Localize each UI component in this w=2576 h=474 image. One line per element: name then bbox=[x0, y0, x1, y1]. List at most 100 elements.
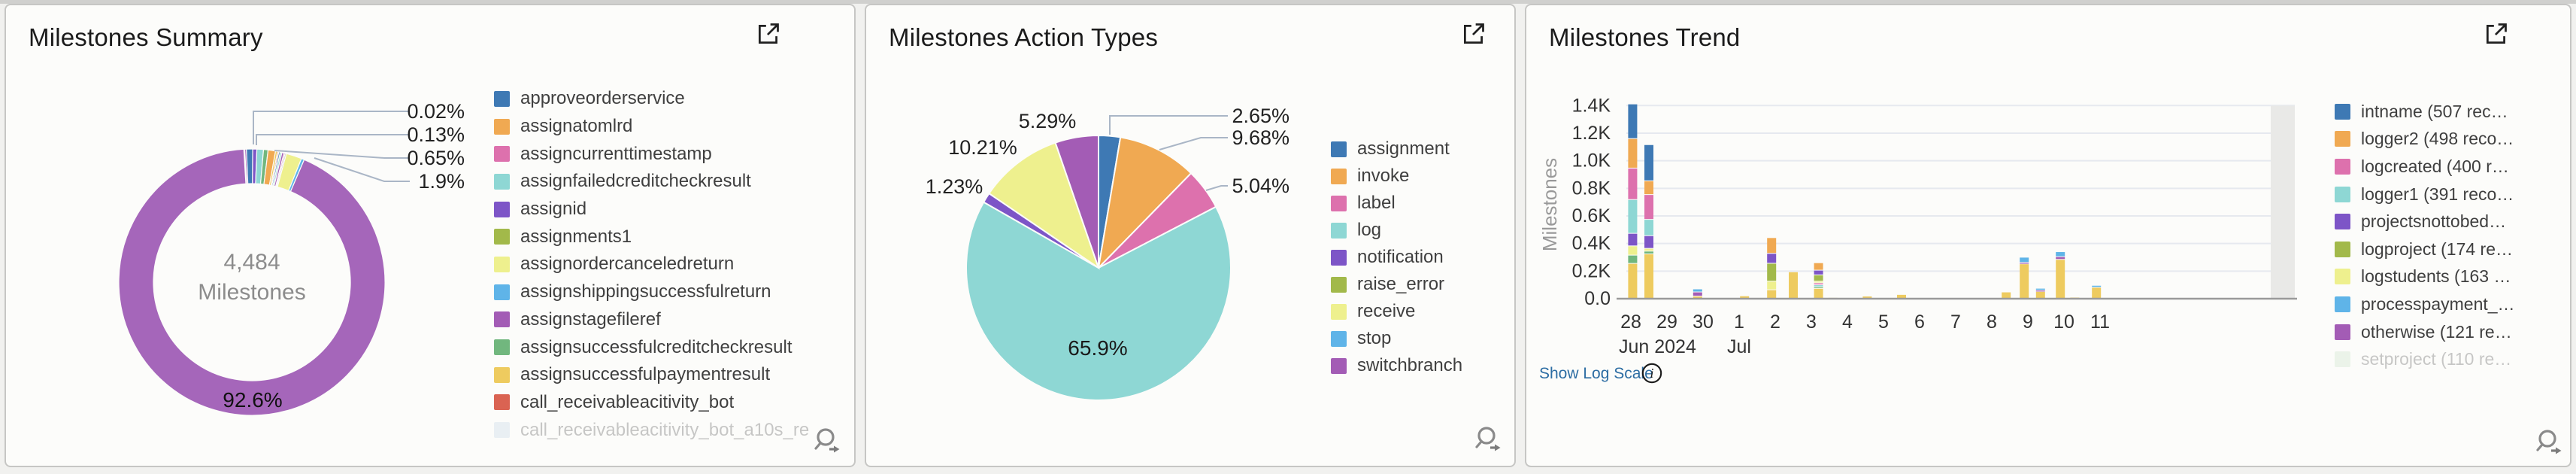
legend-item[interactable]: assignsuccessfulcreditcheckresult bbox=[494, 333, 809, 361]
legend-item[interactable]: label bbox=[1331, 190, 1462, 217]
bar-segment[interactable] bbox=[1628, 263, 1638, 298]
magnifier-icon[interactable] bbox=[811, 425, 844, 458]
bar-segment[interactable] bbox=[1644, 248, 1653, 251]
bar-segment[interactable] bbox=[1628, 104, 1638, 138]
bar-segment[interactable] bbox=[2092, 287, 2102, 298]
bar-segment[interactable] bbox=[1897, 294, 1906, 298]
legend-item[interactable]: call_receivableacitivity_bot_a10s_re bbox=[494, 416, 809, 444]
bar-segment[interactable] bbox=[1767, 281, 1777, 290]
legend-item[interactable]: assignsuccessfulpaymentresult bbox=[494, 361, 809, 389]
bar-segment[interactable] bbox=[1644, 144, 1653, 181]
chart-label: 1.23% bbox=[926, 175, 983, 198]
bar-segment[interactable] bbox=[2002, 292, 2011, 298]
bar-segment[interactable] bbox=[2035, 290, 2045, 292]
bar-segment[interactable] bbox=[1789, 272, 1798, 298]
legend-item[interactable]: switchbranch bbox=[1331, 352, 1462, 379]
legend-item[interactable]: approveorderservice bbox=[494, 85, 809, 113]
legend-item[interactable]: log bbox=[1331, 217, 1462, 244]
bar-segment[interactable] bbox=[1644, 235, 1653, 248]
legend-item[interactable]: logstudents (163 … bbox=[2335, 263, 2515, 291]
external-link-icon[interactable] bbox=[1460, 20, 1487, 47]
external-link-icon[interactable] bbox=[755, 20, 782, 47]
bar-segment[interactable] bbox=[1644, 181, 1653, 195]
info-icon[interactable]: i bbox=[1641, 362, 1663, 384]
legend-item[interactable]: assignshippingsuccessfulreturn bbox=[494, 278, 809, 306]
bar-segment[interactable] bbox=[1644, 195, 1653, 220]
donut-slice[interactable] bbox=[246, 148, 253, 184]
legend-item[interactable]: invoke bbox=[1331, 163, 1462, 190]
panel-title: Milestones Trend bbox=[1549, 23, 1741, 51]
bar-segment[interactable] bbox=[1767, 263, 1777, 281]
legend-item[interactable]: assignatomlrd bbox=[494, 113, 809, 141]
bar-segment[interactable] bbox=[1644, 220, 1653, 235]
legend-item[interactable]: processpayment_… bbox=[2335, 290, 2515, 318]
bar-segment[interactable] bbox=[2035, 291, 2045, 298]
bar-segment[interactable] bbox=[1814, 285, 1823, 287]
bar-segment[interactable] bbox=[1814, 263, 1823, 270]
bar-segment[interactable] bbox=[1628, 199, 1638, 233]
legend-item[interactable]: receive bbox=[1331, 298, 1462, 325]
bar-segment[interactable] bbox=[2056, 257, 2065, 260]
legend-item[interactable]: intname (507 rec… bbox=[2335, 98, 2515, 126]
legend-item[interactable]: assignordercanceledreturn bbox=[494, 251, 809, 278]
bar-segment[interactable] bbox=[1814, 275, 1823, 281]
milestones-summary-panel: Milestones Summary 0.02% 0.13% 0.65% 1.9% 4,… bbox=[5, 4, 856, 467]
bar-segment[interactable] bbox=[1767, 238, 1777, 254]
legend-item[interactable]: assigncurrenttimestamp bbox=[494, 140, 809, 168]
legend-item[interactable]: logproject (174 re… bbox=[2335, 235, 2515, 263]
bar-segment[interactable] bbox=[1693, 289, 1702, 292]
bar-segment[interactable] bbox=[1628, 255, 1638, 263]
show-log-scale-link[interactable]: Show Log Scale bbox=[1539, 365, 1653, 382]
bar-segment[interactable] bbox=[1693, 296, 1702, 298]
bar-segment[interactable] bbox=[1628, 246, 1638, 255]
legend-item[interactable]: assignid bbox=[494, 196, 809, 223]
legend-item[interactable]: assignment bbox=[1331, 135, 1462, 163]
legend-item[interactable]: stop bbox=[1331, 325, 1462, 352]
legend-item[interactable]: assignfailedcreditcheckresult bbox=[494, 168, 809, 196]
legend-item[interactable]: notification bbox=[1331, 244, 1462, 271]
pie-slice-log[interactable] bbox=[965, 201, 1232, 401]
bar-segment[interactable] bbox=[2035, 288, 2045, 290]
legend-item[interactable]: assignstagefileref bbox=[494, 306, 809, 334]
pie-slice-invoke[interactable] bbox=[1097, 136, 1193, 270]
legend-item[interactable]: assignments1 bbox=[494, 223, 809, 251]
bar-segment[interactable] bbox=[1814, 287, 1823, 288]
magnifier-icon[interactable] bbox=[1472, 424, 1505, 457]
pie-slice-switchbranch[interactable] bbox=[1054, 134, 1099, 269]
bar-segment[interactable] bbox=[1740, 296, 1750, 298]
bar-segment[interactable] bbox=[1814, 288, 1823, 298]
bar-segment[interactable] bbox=[2056, 260, 2065, 298]
bar-segment[interactable] bbox=[1814, 281, 1823, 283]
legend-item[interactable]: logger2 (498 reco… bbox=[2335, 126, 2515, 153]
bar-segment[interactable] bbox=[1814, 270, 1823, 275]
bar-segment[interactable] bbox=[1644, 251, 1653, 254]
bar-segment[interactable] bbox=[1644, 254, 1653, 298]
legend-item[interactable]: setproject (110 re… bbox=[2335, 345, 2515, 373]
legend-item[interactable]: projectsnottobed… bbox=[2335, 208, 2515, 235]
bar-segment[interactable] bbox=[2020, 264, 2029, 298]
bar-segment[interactable] bbox=[1767, 290, 1777, 298]
bar-segment[interactable] bbox=[1862, 296, 1872, 298]
bar-segment[interactable] bbox=[1693, 292, 1702, 296]
bar-segment[interactable] bbox=[1628, 168, 1638, 199]
chart-label: 2 bbox=[1770, 311, 1780, 333]
pie-slice-receive[interactable] bbox=[988, 141, 1100, 270]
legend-swatch bbox=[494, 422, 510, 439]
legend-item[interactable]: otherwise (121 re… bbox=[2335, 318, 2515, 346]
bar-segment[interactable] bbox=[2092, 285, 2102, 287]
donut-slice[interactable] bbox=[118, 148, 386, 416]
bar-segment[interactable] bbox=[2056, 252, 2065, 257]
legend-item[interactable]: logcreated (400 r… bbox=[2335, 153, 2515, 181]
bar-segment[interactable] bbox=[1628, 138, 1638, 168]
legend-item[interactable]: raise_error bbox=[1331, 271, 1462, 298]
chart-label: 8 bbox=[1987, 311, 1997, 333]
legend-item[interactable]: logger1 (391 reco… bbox=[2335, 181, 2515, 208]
bar-segment[interactable] bbox=[1767, 254, 1777, 263]
bar-segment[interactable] bbox=[2020, 257, 2029, 263]
magnifier-icon[interactable] bbox=[2533, 427, 2566, 460]
external-link-icon[interactable] bbox=[2483, 20, 2510, 47]
legend-item[interactable]: call_receivableacitivity_bot bbox=[494, 389, 809, 417]
legend-swatch bbox=[494, 339, 510, 356]
bar-segment[interactable] bbox=[1628, 233, 1638, 246]
bar-segment[interactable] bbox=[1814, 283, 1823, 285]
